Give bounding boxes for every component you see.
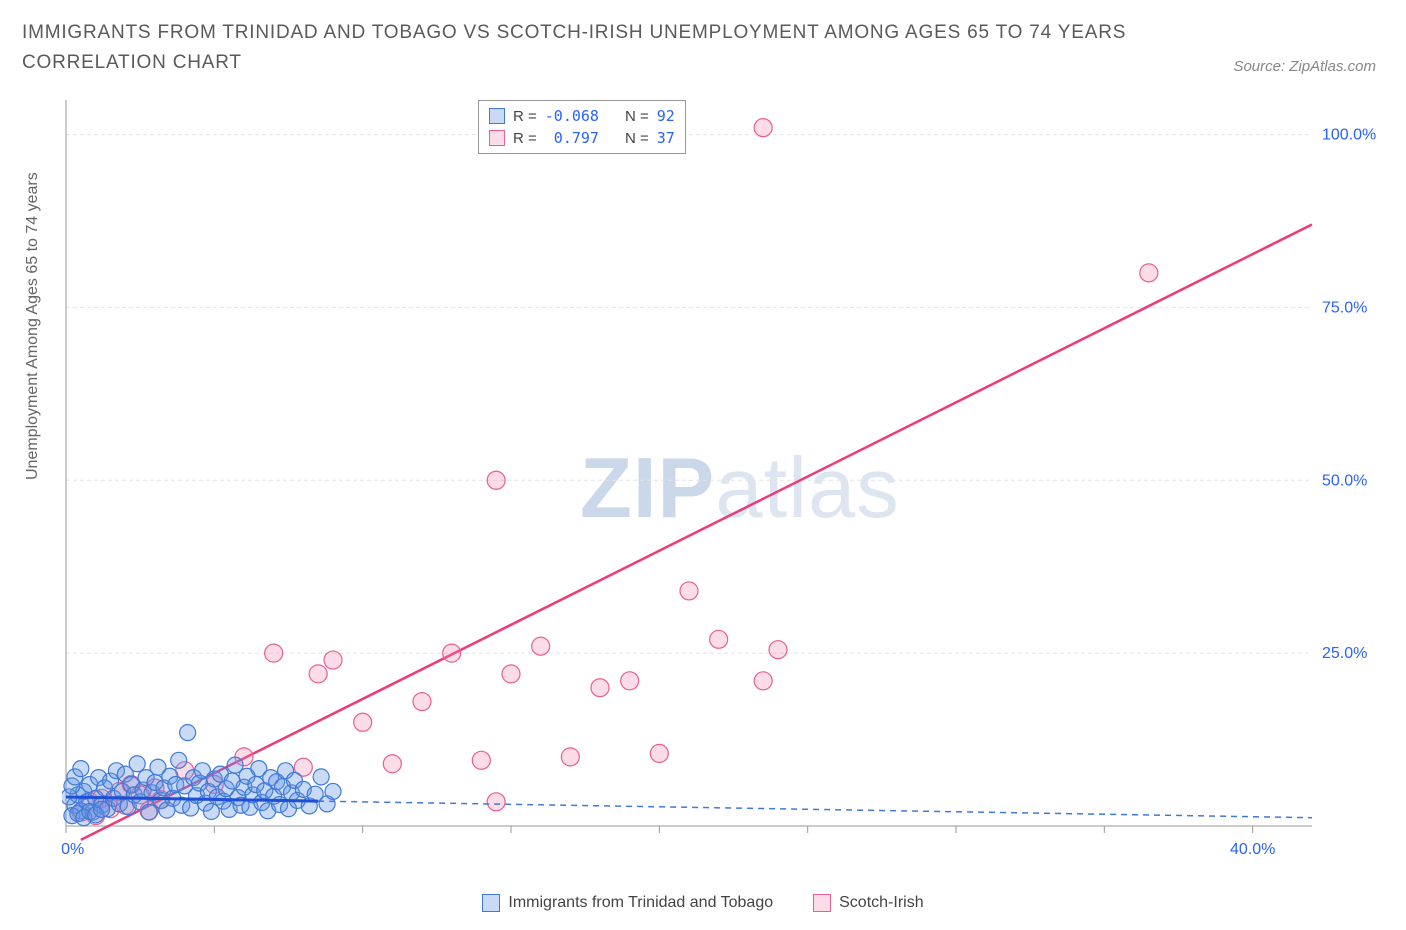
svg-text:50.0%: 50.0% bbox=[1322, 472, 1367, 489]
legend-item-blue: Immigrants from Trinidad and Tobago bbox=[482, 894, 773, 912]
svg-text:40.0%: 40.0% bbox=[1230, 841, 1275, 858]
svg-text:25.0%: 25.0% bbox=[1322, 645, 1367, 662]
stats-row-blue: R = -0.068 N = 92 bbox=[489, 105, 675, 127]
svg-text:100.0%: 100.0% bbox=[1322, 127, 1376, 144]
blue-swatch bbox=[489, 108, 505, 124]
bottom-legend: Immigrants from Trinidad and Tobago Scot… bbox=[0, 894, 1406, 912]
source-label: Source: ZipAtlas.com bbox=[1233, 58, 1376, 75]
scatter-plot: 25.0% 50.0% 75.0% 100.0% 0.0% 40.0% bbox=[62, 98, 1376, 866]
pink-swatch bbox=[489, 130, 505, 146]
legend-item-pink: Scotch-Irish bbox=[813, 894, 923, 912]
blue-series-label: Immigrants from Trinidad and Tobago bbox=[508, 894, 773, 912]
n-label: N = bbox=[625, 130, 649, 147]
svg-text:0.0%: 0.0% bbox=[62, 841, 84, 858]
pink-series-label: Scotch-Irish bbox=[839, 894, 923, 912]
blue-swatch bbox=[482, 894, 500, 912]
pink-n-value: 37 bbox=[657, 129, 675, 147]
stats-row-pink: R = 0.797 N = 37 bbox=[489, 127, 675, 149]
r-label: R = bbox=[513, 108, 537, 125]
pink-r-value: 0.797 bbox=[545, 129, 599, 147]
pink-swatch bbox=[813, 894, 831, 912]
n-label: N = bbox=[625, 108, 649, 125]
y-axis-label: Unemployment Among Ages 65 to 74 years bbox=[24, 172, 42, 480]
r-label: R = bbox=[513, 130, 537, 147]
chart-title: IMMIGRANTS FROM TRINIDAD AND TOBAGO VS S… bbox=[22, 18, 1146, 79]
blue-n-value: 92 bbox=[657, 107, 675, 125]
stats-legend-box: R = -0.068 N = 92 R = 0.797 N = 37 bbox=[478, 100, 686, 154]
svg-text:75.0%: 75.0% bbox=[1322, 299, 1367, 316]
blue-r-value: -0.068 bbox=[545, 107, 599, 125]
